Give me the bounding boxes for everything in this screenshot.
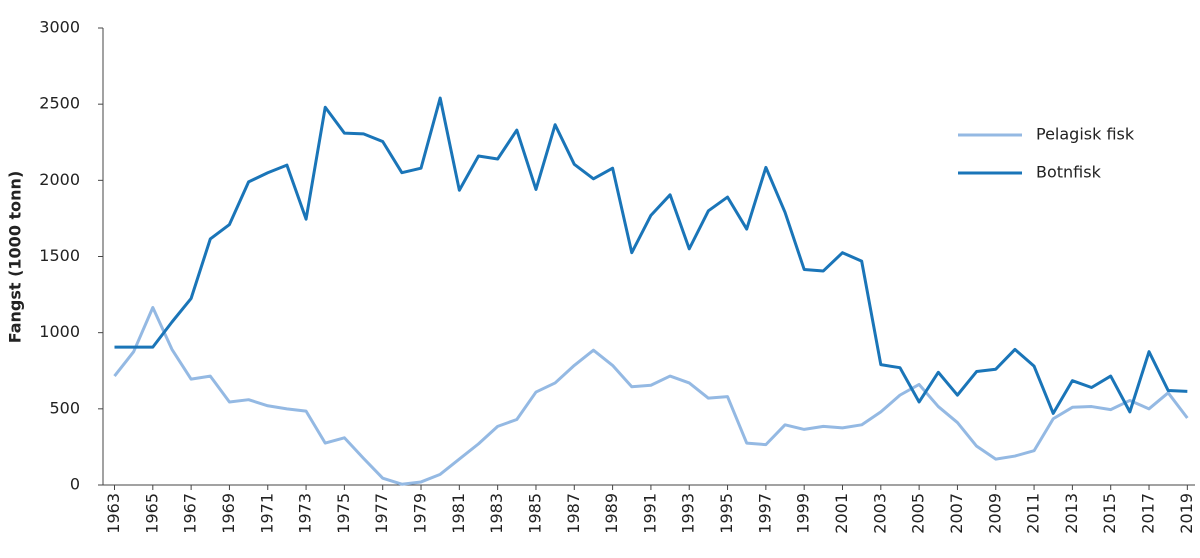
x-tick-label: 2017	[1139, 493, 1158, 534]
x-tick-label: 2003	[870, 493, 889, 534]
x-tick-label: 1983	[487, 493, 506, 534]
y-tick-label: 2500	[39, 94, 80, 113]
x-tick-label: 1975	[334, 493, 353, 534]
x-tick-label: 1993	[679, 493, 698, 534]
x-tick-label: 2005	[909, 493, 928, 534]
x-tick-label: 1999	[794, 493, 813, 534]
y-tick-label: 2000	[39, 170, 80, 189]
x-tick-label: 2019	[1177, 493, 1196, 534]
x-tick-label: 2013	[1062, 493, 1081, 534]
x-tick-label: 1997	[755, 493, 774, 534]
x-tick-label: 1981	[449, 493, 468, 534]
y-tick-label: 500	[49, 398, 80, 417]
x-tick-label: 2009	[985, 493, 1004, 534]
x-tick-label: 1979	[411, 493, 430, 534]
x-tick-label: 1963	[104, 493, 123, 534]
x-tick-label: 1965	[142, 493, 161, 534]
x-tick-label: 1995	[717, 493, 736, 534]
x-tick-label: 1987	[564, 493, 583, 534]
x-tick-label: 1967	[181, 493, 200, 534]
x-tick-label: 1969	[219, 493, 238, 534]
x-tick-label: 1989	[602, 493, 621, 534]
x-tick-label: 2011	[1024, 493, 1043, 534]
y-tick-label: 0	[70, 475, 80, 494]
y-axis-label: Fangst (1000 tonn)	[6, 171, 25, 344]
x-tick-label: 2015	[1100, 493, 1119, 534]
x-tick-label: 2001	[832, 493, 851, 534]
x-tick-label: 1973	[296, 493, 315, 534]
legend-label: Pelagisk fisk	[1036, 125, 1135, 144]
x-tick-label: 1985	[525, 493, 544, 534]
y-tick-label: 1500	[39, 246, 80, 265]
x-tick-label: 1991	[640, 493, 659, 534]
y-tick-label: 1000	[39, 322, 80, 341]
x-tick-label: 1977	[372, 493, 391, 534]
legend-label: Botnfisk	[1036, 163, 1102, 182]
data-line	[114, 96, 1188, 415]
x-tick-label: 1971	[257, 493, 276, 534]
y-tick-label: 3000	[39, 18, 80, 37]
x-tick-label: 2007	[947, 493, 966, 534]
data-line	[113, 306, 1189, 486]
